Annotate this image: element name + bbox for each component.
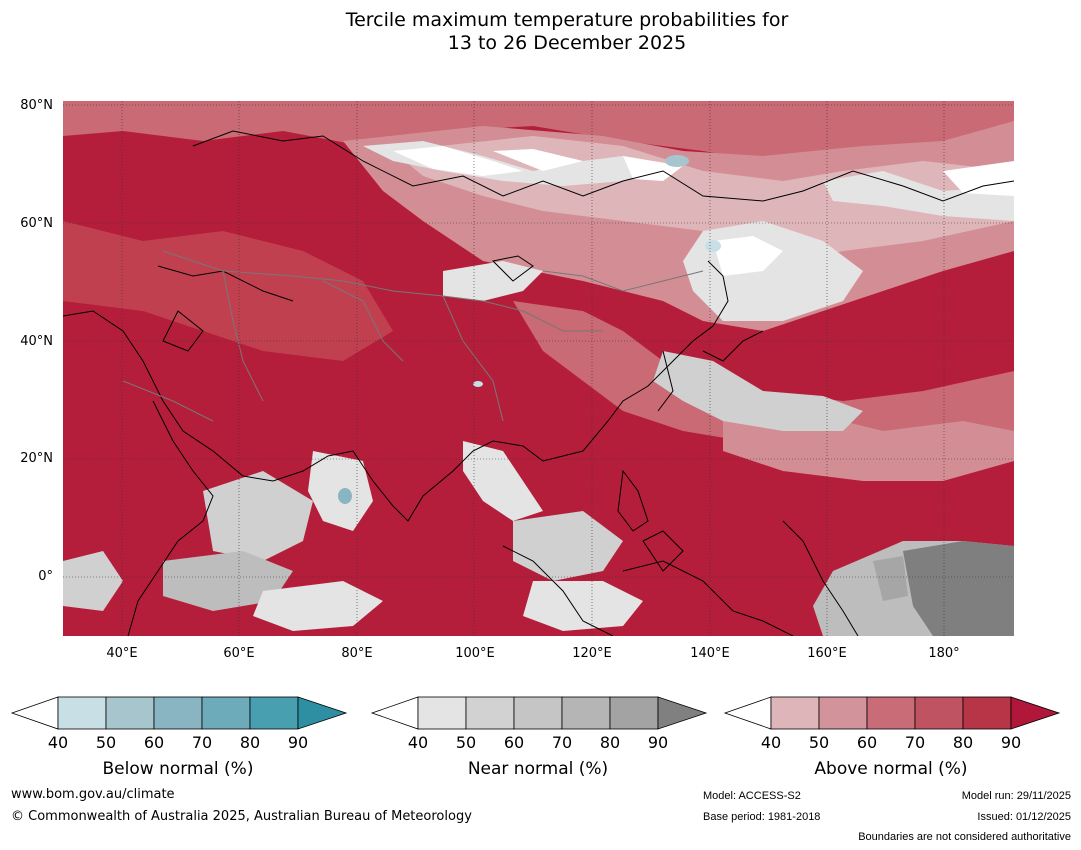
below-colorbar-tick: 60	[143, 733, 165, 752]
below-normal-regions	[338, 155, 721, 504]
near-colorbar-tick: 90	[647, 733, 669, 752]
below-colorbar-tick: 70	[191, 733, 213, 752]
copyright-text: © Commonwealth of Australia 2025, Austra…	[11, 809, 472, 824]
near-normal-regions	[63, 141, 1014, 636]
above-colorbar-segment	[962, 696, 1012, 730]
probability-map	[63, 101, 1014, 636]
above-normal-label: Above normal (%)	[814, 759, 968, 779]
above-colorbar-tick: 80	[952, 733, 974, 752]
above-colorbar-tick: 40	[760, 733, 782, 752]
below-colorbar-segment	[153, 696, 203, 730]
near-colorbar-segment	[513, 696, 563, 730]
lat-label-60n: 60°N	[20, 216, 53, 231]
near-colorbar-segment	[561, 696, 611, 730]
near-colorbar-segment	[609, 696, 659, 730]
below-colorbar-segment	[57, 696, 107, 730]
near-colorbar-max-arrow	[657, 696, 708, 730]
above-normal-colorbar	[723, 696, 1061, 730]
below-colorbar-tick: 80	[239, 733, 261, 752]
above-colorbar-min-arrow	[723, 696, 772, 730]
lon-label-60e: 60°E	[223, 646, 255, 661]
below-colorbar-segment	[249, 696, 299, 730]
near-colorbar-tick: 80	[599, 733, 621, 752]
lat-label-40n: 40°N	[20, 334, 53, 349]
base-period-text: Base period: 1981-2018	[703, 811, 821, 823]
near-normal-label: Near normal (%)	[467, 759, 609, 779]
disclaimer-text: Boundaries are not considered authoritat…	[858, 831, 1071, 843]
above-colorbar-segment	[914, 696, 964, 730]
lon-label-80e: 80°E	[341, 646, 373, 661]
near-colorbar-tick: 40	[407, 733, 429, 752]
below-colorbar-max-arrow	[297, 696, 348, 730]
above-colorbar-segment	[866, 696, 916, 730]
below-normal-label: Below normal (%)	[102, 759, 254, 779]
below-colorbar-tick: 40	[47, 733, 69, 752]
lon-label-40e: 40°E	[106, 646, 138, 661]
lat-label-80n: 80°N	[20, 98, 53, 113]
lon-label-100e: 100°E	[455, 646, 495, 661]
below-colorbar-tick: 50	[95, 733, 117, 752]
above-colorbar-max-arrow	[1010, 696, 1061, 730]
above-colorbar-tick: 70	[904, 733, 926, 752]
near-colorbar-tick: 50	[455, 733, 477, 752]
website-link[interactable]: www.bom.gov.au/climate	[11, 787, 175, 802]
graticule	[63, 101, 1014, 636]
above-colorbar-tick: 50	[808, 733, 830, 752]
map-canvas	[63, 101, 1014, 636]
above-colorbar-tick: 90	[1000, 733, 1022, 752]
lat-label-20n: 20°N	[20, 451, 53, 466]
country-boundaries	[122, 250, 704, 422]
below-normal-colorbar	[10, 696, 348, 730]
above-colorbar-tick: 60	[856, 733, 878, 752]
lon-label-180: 180°	[928, 646, 960, 661]
title-line-2: 13 to 26 December 2025	[447, 32, 687, 54]
model-text: Model: ACCESS-S2	[703, 790, 801, 802]
lat-label-0: 0°	[38, 569, 53, 584]
near-colorbar-segment	[465, 696, 515, 730]
below-colorbar-segment	[201, 696, 251, 730]
map-title: Tercile maximum temperature probabilitie…	[0, 9, 1081, 55]
model-run-text: Model run: 29/11/2025	[961, 790, 1071, 802]
issued-text: Issued: 01/12/2025	[977, 811, 1071, 823]
lon-label-160e: 160°E	[807, 646, 847, 661]
coastlines	[63, 130, 1014, 636]
lon-label-140e: 140°E	[690, 646, 730, 661]
above-colorbar-segment	[818, 696, 868, 730]
below-colorbar-segment	[105, 696, 155, 730]
near-normal-colorbar	[370, 696, 708, 730]
lon-label-120e: 120°E	[572, 646, 612, 661]
near-colorbar-tick: 60	[503, 733, 525, 752]
near-colorbar-tick: 70	[551, 733, 573, 752]
above-colorbar-segment	[770, 696, 820, 730]
near-colorbar-segment	[417, 696, 467, 730]
below-colorbar-min-arrow	[10, 696, 59, 730]
near-colorbar-min-arrow	[370, 696, 419, 730]
below-colorbar-tick: 90	[287, 733, 309, 752]
title-line-1: Tercile maximum temperature probabilitie…	[345, 9, 789, 31]
